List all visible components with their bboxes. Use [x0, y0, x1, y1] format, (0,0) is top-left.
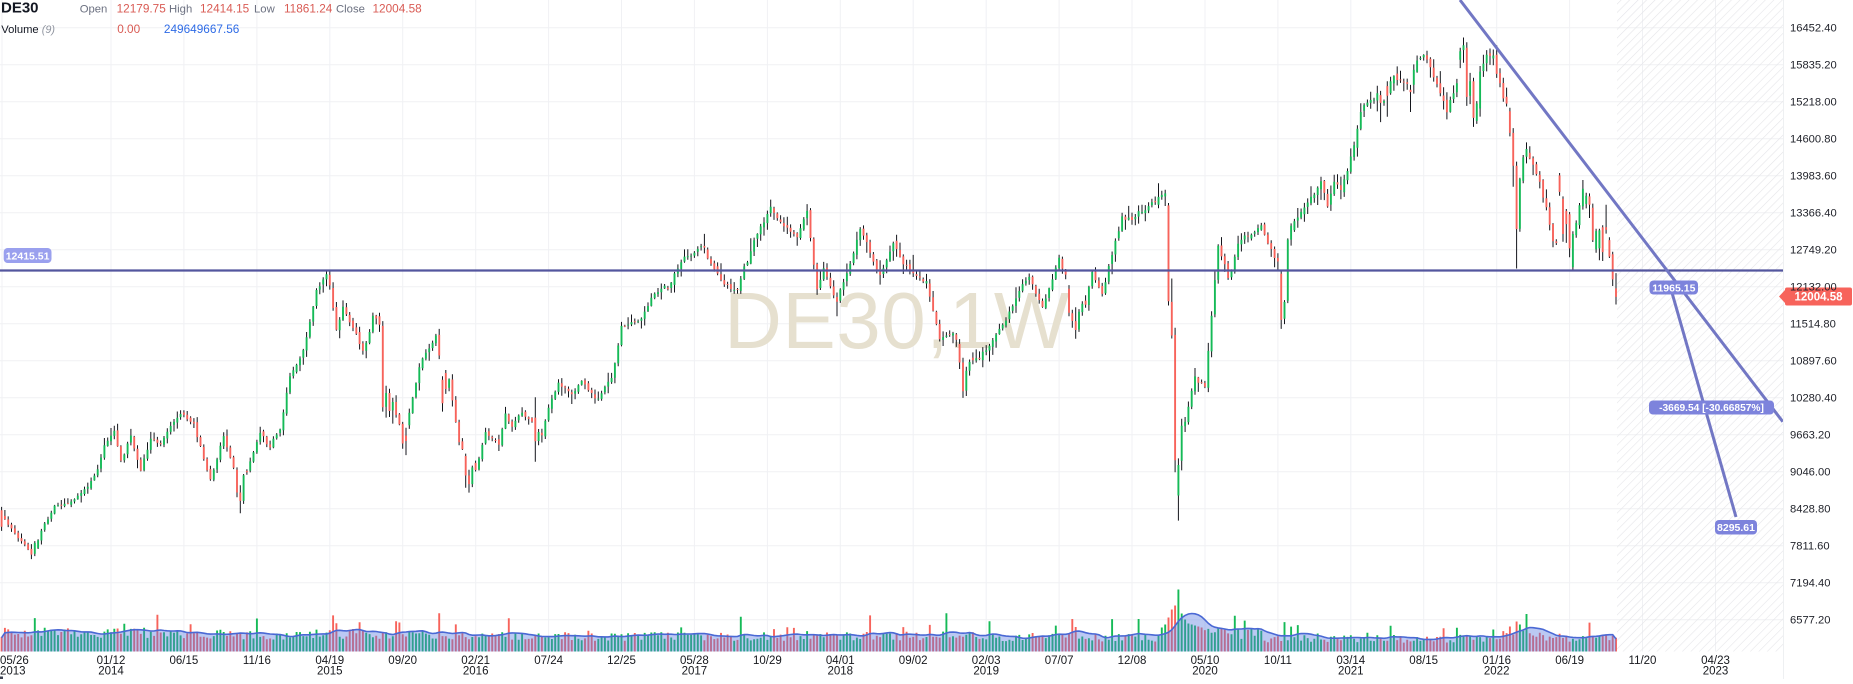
svg-text:06/19: 06/19	[1555, 655, 1584, 667]
svg-text:13983.60: 13983.60	[1790, 170, 1837, 182]
svg-text:2016: 2016	[463, 666, 489, 678]
svg-text:16452.40: 16452.40	[1790, 22, 1837, 34]
svg-text:12414.15: 12414.15	[200, 1, 250, 15]
svg-text:2014: 2014	[98, 666, 124, 678]
svg-text:8428.80: 8428.80	[1790, 503, 1830, 515]
svg-text:2018: 2018	[828, 666, 854, 678]
svg-text:10/11: 10/11	[1264, 655, 1292, 667]
svg-text:11/20: 11/20	[1629, 655, 1657, 667]
svg-text:11514.80: 11514.80	[1790, 318, 1836, 330]
svg-text:12/08: 12/08	[1118, 655, 1147, 667]
svg-text:12179.75: 12179.75	[117, 1, 167, 15]
svg-text:9046.00: 9046.00	[1790, 466, 1830, 478]
svg-text:10/29: 10/29	[753, 655, 782, 667]
svg-text:04/23: 04/23	[1701, 655, 1730, 667]
svg-text:2023: 2023	[1703, 666, 1729, 678]
svg-text:04/01: 04/01	[826, 655, 855, 667]
svg-text:9663.20: 9663.20	[1790, 429, 1830, 441]
svg-text:2017: 2017	[682, 666, 708, 678]
svg-text:2019: 2019	[973, 666, 999, 678]
svg-text:7194.40: 7194.40	[1790, 577, 1830, 589]
svg-text:08/15: 08/15	[1409, 655, 1438, 667]
svg-text:06/15: 06/15	[170, 655, 199, 667]
svg-text:0.00: 0.00	[117, 22, 140, 36]
svg-text:15218.00: 15218.00	[1790, 96, 1837, 108]
svg-text:05/10: 05/10	[1191, 655, 1220, 667]
svg-text:12004.58: 12004.58	[1795, 292, 1844, 304]
svg-text:Volume (9): Volume (9)	[1, 24, 55, 36]
svg-text:05/26: 05/26	[0, 655, 29, 667]
svg-text:Low: Low	[254, 3, 276, 15]
svg-text:High: High	[169, 3, 192, 15]
svg-text:09/02: 09/02	[899, 655, 928, 667]
svg-text:02/03: 02/03	[972, 655, 1001, 667]
svg-text:12004.58: 12004.58	[373, 1, 423, 15]
svg-text:07/24: 07/24	[534, 655, 563, 667]
svg-text:Close: Close	[336, 3, 365, 15]
svg-text:7811.60: 7811.60	[1790, 540, 1830, 552]
svg-text:01/16: 01/16	[1482, 655, 1511, 667]
svg-text:07/07: 07/07	[1045, 655, 1074, 667]
svg-text:11861.24: 11861.24	[284, 1, 333, 15]
svg-text:05/28: 05/28	[680, 655, 709, 667]
svg-text:249649667.56: 249649667.56	[164, 22, 240, 36]
svg-text:2021: 2021	[1338, 666, 1364, 678]
svg-text:11965.15: 11965.15	[1652, 282, 1695, 294]
svg-text:2022: 2022	[1484, 666, 1510, 678]
svg-text:12749.20: 12749.20	[1790, 244, 1837, 256]
svg-text:8295.61: 8295.61	[1717, 522, 1755, 534]
svg-text:-3669.54 [-30.66857%]: -3669.54 [-30.66857%]	[1659, 403, 1764, 414]
svg-text:DE30: DE30	[1, 0, 39, 17]
svg-text:01/12: 01/12	[97, 655, 126, 667]
svg-text:Open: Open	[80, 3, 108, 15]
svg-text:2015: 2015	[317, 666, 343, 678]
svg-text:12/25: 12/25	[607, 655, 636, 667]
svg-text:2013: 2013	[0, 666, 26, 678]
svg-text:10280.40: 10280.40	[1790, 392, 1837, 404]
svg-text:DE30,1W: DE30,1W	[724, 276, 1070, 365]
svg-text:04/19: 04/19	[315, 655, 344, 667]
svg-text:2020: 2020	[1192, 666, 1218, 678]
svg-text:09/20: 09/20	[388, 655, 417, 667]
svg-text:14600.80: 14600.80	[1790, 133, 1837, 145]
svg-text:15835.20: 15835.20	[1790, 59, 1837, 71]
svg-text:12132.00: 12132.00	[1790, 281, 1837, 293]
svg-text:10897.60: 10897.60	[1790, 355, 1837, 367]
svg-text:13366.40: 13366.40	[1790, 207, 1837, 219]
svg-text:11/16: 11/16	[243, 655, 271, 667]
svg-text:6577.20: 6577.20	[1790, 614, 1830, 626]
svg-text:12415.51: 12415.51	[6, 250, 50, 262]
svg-text:02/21: 02/21	[461, 655, 490, 667]
svg-text:03/14: 03/14	[1336, 655, 1365, 667]
